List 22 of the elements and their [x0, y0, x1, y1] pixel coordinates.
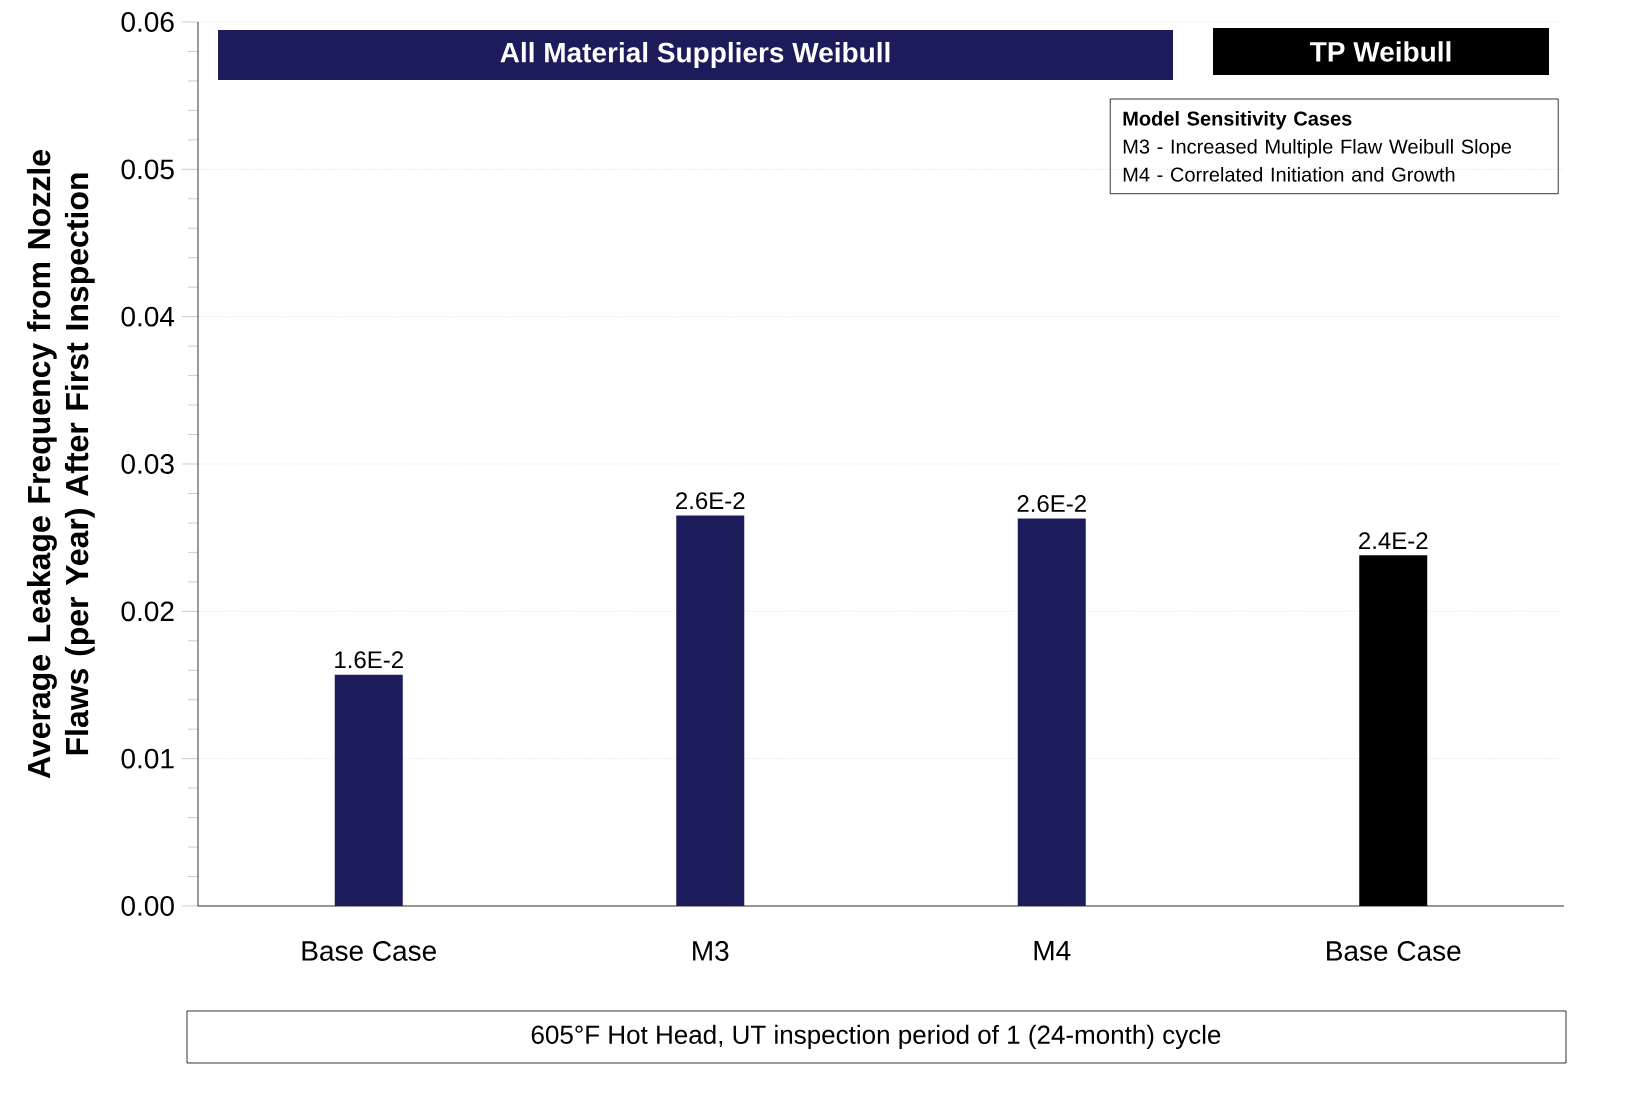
y-tick-label: 0.04: [121, 306, 175, 327]
x-axis-title: 605°F Hot Head, UT inspection period of 1 (24-month) cycle: [531, 1024, 1221, 1050]
data-label: 2.6E-2: [1017, 495, 1086, 513]
y-axis-title: Average Leakage Frequency from Nozzle Flaws (per Year) After First Inspection: [26, 150, 95, 779]
y-tick-label: 0.05: [121, 159, 174, 180]
y-tick-label: 0.02: [121, 601, 174, 622]
data-label: 2.4E-2: [1359, 532, 1428, 549]
annotation: Model Sensitivity Cases: [1123, 111, 1352, 130]
y-tick-label: 0.03: [121, 454, 174, 474]
y-tick-label: 0.06: [121, 12, 174, 32]
annotation: M3 - Increased Multiple Flaw Weibull Slope: [1123, 139, 1511, 158]
data-label: 1.6E-2: [335, 651, 403, 669]
annotation: TP Weibull: [1310, 41, 1451, 62]
x-tick-label: Base Case: [1327, 941, 1461, 961]
x-tick-label: Base Case: [302, 941, 436, 961]
data-label: 2.6E-2: [676, 492, 745, 510]
x-tick-label: M4: [1034, 941, 1071, 961]
y-tick-label: 0.00: [121, 896, 174, 916]
annotation: M4 - Correlated Initiation and Growth: [1123, 167, 1455, 182]
annotation: All Material Suppliers Weibull: [500, 41, 890, 69]
x-tick-label: M3: [693, 941, 729, 961]
y-tick-label: 0.01: [121, 748, 174, 769]
